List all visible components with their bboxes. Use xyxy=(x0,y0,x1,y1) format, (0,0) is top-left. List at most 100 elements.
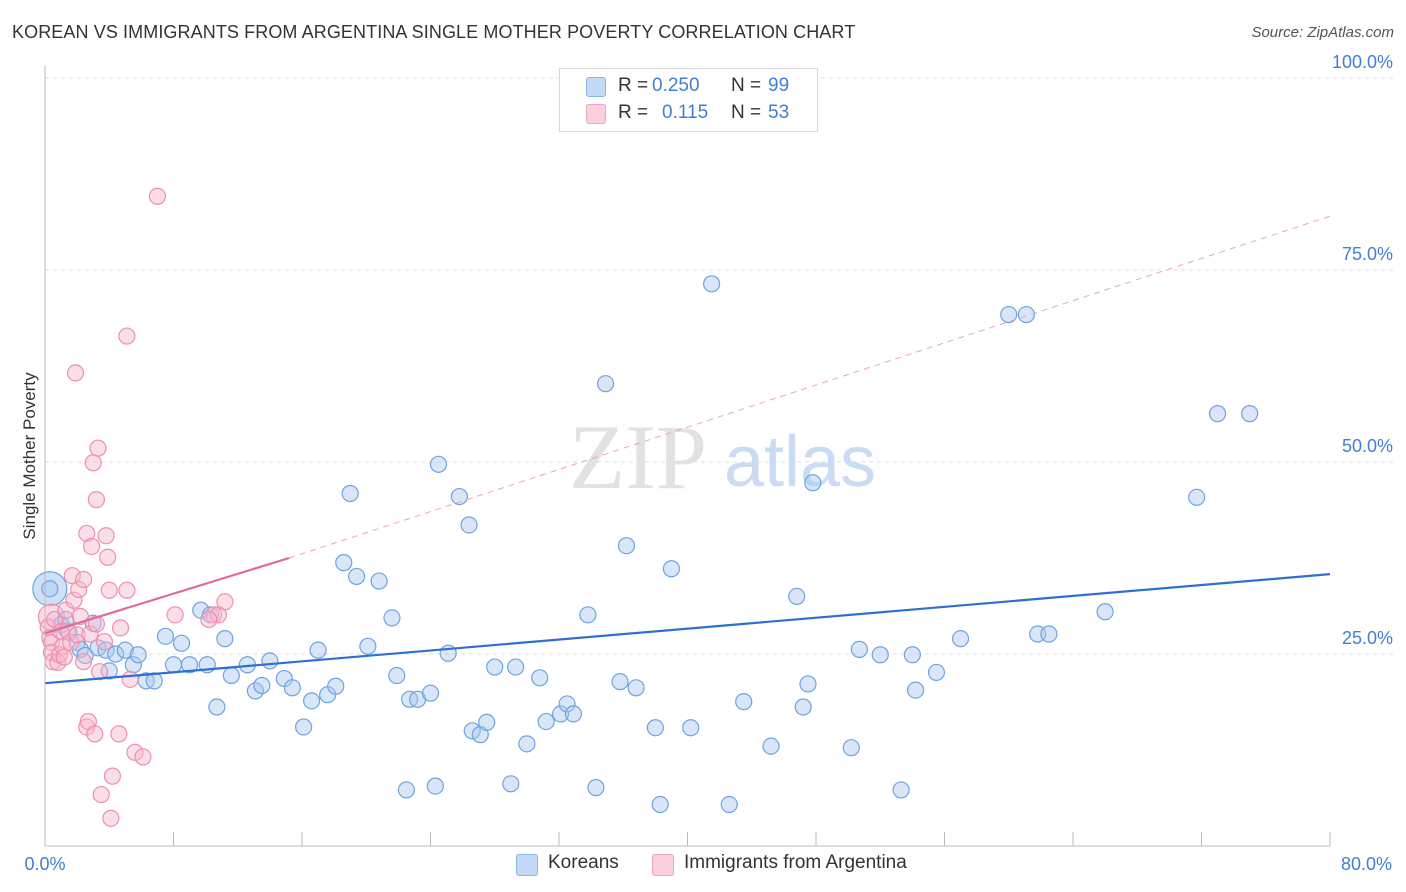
data-point-korean xyxy=(348,567,366,586)
data-point-argentina xyxy=(121,670,139,688)
trend-line-argentina xyxy=(44,556,290,635)
data-point-argentina xyxy=(78,524,96,543)
data-point-korean xyxy=(208,698,226,716)
data-point-korean xyxy=(253,676,271,695)
x-tick-label: 80.0% xyxy=(1341,854,1392,874)
data-point-korean xyxy=(222,666,240,685)
data-point-korean xyxy=(359,637,377,655)
data-point-argentina xyxy=(103,767,122,785)
data-point-korean xyxy=(41,580,59,598)
legend-r-label: R = xyxy=(618,102,649,123)
data-point-korean xyxy=(124,656,142,674)
bottom-legend-label-koreans: Koreans xyxy=(548,852,619,873)
legend-swatch-argentina xyxy=(586,104,606,124)
data-point-korean xyxy=(261,652,279,670)
legend-n-label: N = xyxy=(731,102,762,123)
legend-n-value: 53 xyxy=(768,102,790,123)
data-point-korean xyxy=(383,609,401,627)
legend-r-value: 0.250 xyxy=(652,75,700,96)
data-point-korean xyxy=(460,516,478,534)
data-point-korean xyxy=(502,775,520,793)
data-point-argentina xyxy=(68,626,86,644)
data-point-korean xyxy=(587,779,605,797)
data-point-korean xyxy=(720,795,738,814)
bottom-legend-swatch-koreans xyxy=(516,854,538,876)
y-tick-label: 100.0% xyxy=(1332,52,1393,72)
y-axis-label: Single Mother Poverty xyxy=(20,372,39,540)
data-point-argentina xyxy=(148,187,167,205)
y-tick-label: 75.0% xyxy=(1342,244,1393,264)
data-point-argentina xyxy=(89,439,107,457)
trend-line-koreans xyxy=(44,573,1331,685)
data-point-korean xyxy=(156,627,175,645)
data-point-korean xyxy=(617,537,636,555)
data-point-korean xyxy=(531,669,549,687)
data-point-korean xyxy=(564,705,583,723)
data-point-korean xyxy=(388,666,406,685)
data-point-argentina xyxy=(97,527,115,545)
data-point-korean xyxy=(429,455,448,473)
data-point-korean xyxy=(335,554,353,572)
data-point-argentina xyxy=(54,637,72,655)
data-point-korean xyxy=(303,692,321,710)
y-tick-label: 50.0% xyxy=(1342,436,1393,456)
legend-n-label: N = xyxy=(731,75,762,96)
chart-title: KOREAN VS IMMIGRANTS FROM ARGENTINA SING… xyxy=(12,22,856,42)
data-point-korean xyxy=(804,474,822,492)
data-point-argentina xyxy=(66,364,85,382)
data-point-argentina xyxy=(82,537,101,556)
data-point-korean xyxy=(951,630,970,648)
data-point-argentina xyxy=(134,748,152,766)
legend-n-value: 99 xyxy=(768,75,790,96)
data-point-korean xyxy=(788,587,806,606)
data-point-korean xyxy=(1000,305,1018,324)
watermark: ZIP atlas xyxy=(569,406,876,508)
data-point-korean xyxy=(463,722,481,740)
data-point-korean xyxy=(662,560,681,578)
data-point-korean xyxy=(927,663,946,682)
data-point-argentina xyxy=(92,785,110,804)
data-point-argentina xyxy=(110,725,128,743)
data-point-korean xyxy=(735,693,753,711)
bottom-legend-swatch-argentina xyxy=(652,854,674,876)
trend-layer xyxy=(44,215,1331,685)
watermark-zip: ZIP xyxy=(569,406,707,508)
data-point-korean xyxy=(370,572,388,590)
data-point-korean xyxy=(903,646,921,664)
legend-r-label: R = xyxy=(618,75,649,96)
data-point-korean xyxy=(906,681,925,699)
data-point-korean xyxy=(1040,625,1058,643)
data-point-argentina xyxy=(95,633,114,651)
data-point-korean xyxy=(850,640,868,658)
data-point-korean xyxy=(129,646,147,664)
data-point-korean xyxy=(1188,488,1206,506)
data-point-korean xyxy=(1096,603,1114,621)
data-point-korean xyxy=(627,679,645,697)
legend-swatch-koreans xyxy=(586,77,606,97)
y-tick-label: 25.0% xyxy=(1342,628,1393,648)
data-point-argentina xyxy=(42,633,61,652)
data-point-korean xyxy=(283,679,301,697)
data-point-korean xyxy=(611,673,629,691)
data-point-argentina xyxy=(99,548,117,566)
data-point-korean xyxy=(309,641,327,659)
data-point-argentina xyxy=(102,809,120,827)
bottom-legend-label-argentina: Immigrants from Argentina xyxy=(684,852,907,873)
data-point-korean xyxy=(537,712,555,731)
trend-line-argentina-extension xyxy=(288,215,1331,559)
stats-legend: R = 0.250 N = 99 R = 0.115 N = 53 xyxy=(559,68,818,132)
data-point-argentina xyxy=(74,570,93,589)
data-point-korean xyxy=(596,375,615,393)
data-point-korean xyxy=(116,641,134,659)
data-point-korean xyxy=(518,735,536,753)
data-point-korean xyxy=(871,646,889,664)
data-point-argentina xyxy=(70,580,88,599)
data-point-argentina xyxy=(86,725,104,743)
data-point-argentina xyxy=(81,625,99,643)
data-point-korean xyxy=(507,658,525,676)
data-point-korean xyxy=(842,739,860,757)
source-label: Source: ZipAtlas.com xyxy=(1251,24,1394,41)
data-point-korean xyxy=(426,777,444,795)
axis-layer: 25.0% 50.0% 75.0% 100.0% 0.0% 80.0% xyxy=(24,52,1393,874)
